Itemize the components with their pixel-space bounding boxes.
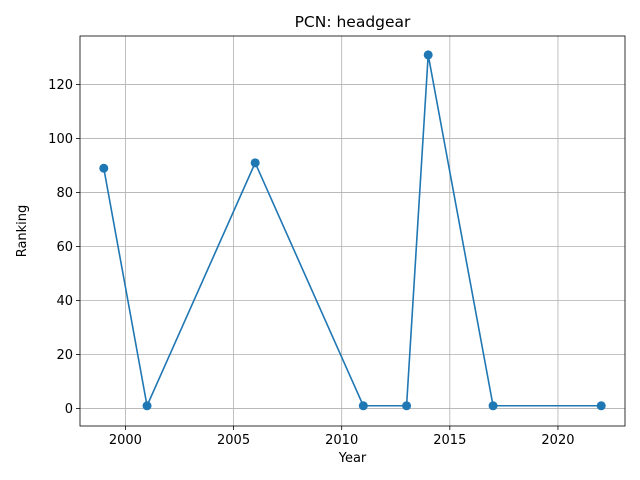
- data-point: [596, 401, 606, 411]
- y-tick-label: 100: [48, 132, 73, 147]
- plot-frame: [79, 35, 626, 427]
- y-tick-label: 20: [56, 348, 73, 363]
- x-tick-label: 2005: [217, 433, 250, 448]
- data-point: [250, 158, 260, 168]
- x-axis-label: Year: [338, 451, 367, 466]
- x-tick-label: 2000: [109, 433, 142, 448]
- y-tick-label: 120: [48, 78, 73, 93]
- data-point: [358, 401, 368, 411]
- data-point: [423, 50, 433, 60]
- x-tick-label: 2015: [433, 433, 466, 448]
- data-point: [488, 401, 498, 411]
- y-axis-label: Ranking: [15, 205, 30, 258]
- y-tick-label: 60: [56, 240, 73, 255]
- x-tick-label: 2020: [541, 433, 574, 448]
- x-tick-label: 2010: [325, 433, 358, 448]
- series-line: [103, 54, 602, 409]
- y-tick-label: 40: [56, 294, 73, 309]
- grid: [80, 36, 625, 426]
- y-tick-label: 0: [65, 402, 73, 417]
- data-point: [142, 401, 152, 411]
- series-layer: [99, 50, 606, 411]
- chart-title: PCN: headgear: [295, 13, 411, 31]
- y-tick-label: 80: [56, 186, 73, 201]
- data-point: [402, 401, 412, 411]
- data-point: [99, 163, 109, 173]
- axis-ticks: 2000 2005 2010 2015 2020 0 20 40 60 80 100 120: [48, 78, 574, 448]
